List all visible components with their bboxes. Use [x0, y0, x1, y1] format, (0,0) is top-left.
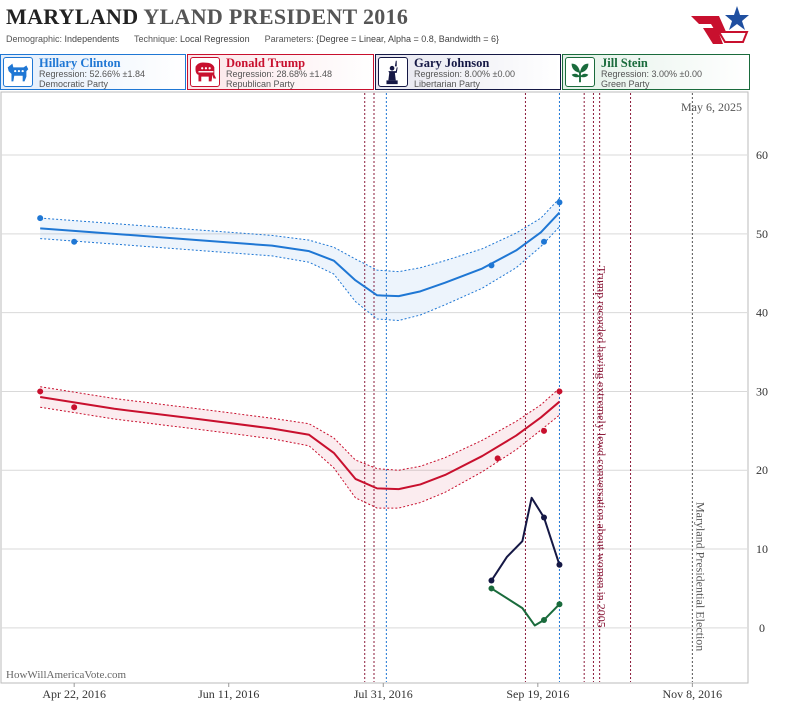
confidence-band — [40, 198, 560, 321]
series-line — [490, 587, 561, 627]
poll-point — [488, 585, 495, 592]
y-tick-label: 60 — [756, 148, 768, 162]
candidate-card-trump: Donald Trump Regression: 28.68% ±1.48 Re… — [187, 54, 374, 90]
watermark: HowWillAmericaVote.com — [6, 669, 126, 681]
site-logo-icon — [691, 6, 749, 44]
poll-point — [541, 238, 547, 245]
poll-point — [37, 215, 44, 222]
poll-point — [556, 199, 563, 206]
x-tick-label: Jul 31, 2016 — [354, 687, 413, 701]
candidate-name: Jill Stein — [601, 56, 648, 70]
y-tick-label: 0 — [759, 621, 765, 635]
candidate-card-johnson: Gary Johnson Regression: 8.00% ±0.00 Lib… — [375, 54, 561, 90]
poll-point — [488, 577, 495, 584]
elephant-icon — [190, 57, 220, 87]
poll-point — [488, 262, 495, 269]
lower-bound-line — [40, 226, 560, 322]
technique-label: Technique: — [133, 34, 178, 44]
y-axis-ticks: 0 10 20 30 40 50 60 — [756, 148, 768, 635]
poll-point — [37, 388, 44, 395]
x-tick-label: Jun 11, 2016 — [198, 687, 259, 701]
y-tick-label: 20 — [756, 463, 768, 477]
poll-point — [556, 561, 563, 568]
confidence-band — [40, 386, 560, 509]
poll-point — [541, 427, 547, 434]
x-tick-label: Sep 19, 2016 — [506, 687, 569, 701]
parameters-value: {Degree = Linear, Alpha = 0.8, Bandwidth… — [316, 34, 500, 44]
x-tick-label: Nov 8, 2016 — [663, 687, 723, 701]
liberty-statue-icon — [378, 57, 408, 87]
y-tick-label: 10 — [756, 542, 768, 556]
leaf-icon — [565, 57, 595, 87]
series-lines — [40, 211, 561, 627]
annotations: Trump recorded having extremely lewd con… — [592, 93, 707, 682]
poll-point — [71, 238, 78, 245]
parameters-label: Parameters: — [264, 34, 314, 44]
donkey-icon — [3, 57, 33, 87]
y-tick-label: 40 — [756, 306, 768, 320]
candidate-regression: Regression: 52.66% ±1.84 — [39, 69, 146, 79]
poll-point — [541, 514, 547, 521]
candidate-name: Hillary Clinton — [39, 56, 121, 70]
page-title: MARYLAND YLAND PRESIDENT 2016 — [6, 4, 408, 30]
series-line — [490, 496, 561, 582]
candidate-card-stein: Jill Stein Regression: 3.00% ±0.00 Green… — [562, 54, 750, 90]
confidence-bands — [40, 198, 560, 509]
date-label: May 6, 2025 — [681, 100, 742, 114]
x-tick-label: Apr 22, 2016 — [42, 687, 106, 701]
lower-bound-line — [40, 406, 560, 509]
annotation-label: Trump recorded having extremely lewd con… — [594, 266, 608, 628]
y-tick-label: 30 — [756, 384, 768, 398]
technique-value: Local Regression — [180, 34, 250, 44]
title-race: YLAND PRESIDENT 2016 — [143, 4, 409, 29]
regression-line — [40, 211, 561, 298]
upper-bound-line — [40, 386, 560, 471]
upper-bound-line — [40, 198, 560, 273]
candidate-regression: Regression: 28.68% ±1.48 — [226, 69, 333, 79]
candidate-party: Democratic Party — [39, 79, 109, 89]
poll-point — [556, 601, 563, 608]
y-tick-label: 50 — [756, 227, 768, 241]
poll-point — [71, 404, 78, 411]
poll-points — [37, 199, 563, 623]
candidate-regression: Regression: 8.00% ±0.00 — [414, 69, 515, 79]
parameters-line: Demographic: Independents Technique: Loc… — [6, 34, 499, 44]
candidate-name: Donald Trump — [226, 56, 306, 70]
candidate-name: Gary Johnson — [414, 56, 490, 70]
x-axis-ticks: Apr 22, 2016 Jun 11, 2016 Jul 31, 2016 Sep … — [42, 683, 722, 701]
demographic-label: Demographic: — [6, 34, 63, 44]
candidate-card-clinton: Hillary Clinton Regression: 52.66% ±1.84… — [0, 54, 186, 90]
annotation-label: Maryland Presidential Election — [693, 502, 707, 651]
chart-header: MARYLAND YLAND PRESIDENT 2016 Demographi… — [0, 0, 789, 52]
candidate-regression: Regression: 3.00% ±0.00 — [601, 69, 702, 79]
poll-point — [494, 455, 501, 462]
candidate-party: Green Party — [601, 79, 650, 89]
regression-line — [40, 395, 561, 491]
poll-point — [556, 388, 563, 395]
title-state: MARYLAND — [6, 4, 139, 29]
candidate-party: Republican Party — [226, 79, 295, 89]
candidate-party: Libertarian Party — [414, 79, 481, 89]
poll-point — [541, 616, 547, 623]
demographic-value: Independents — [64, 34, 120, 44]
